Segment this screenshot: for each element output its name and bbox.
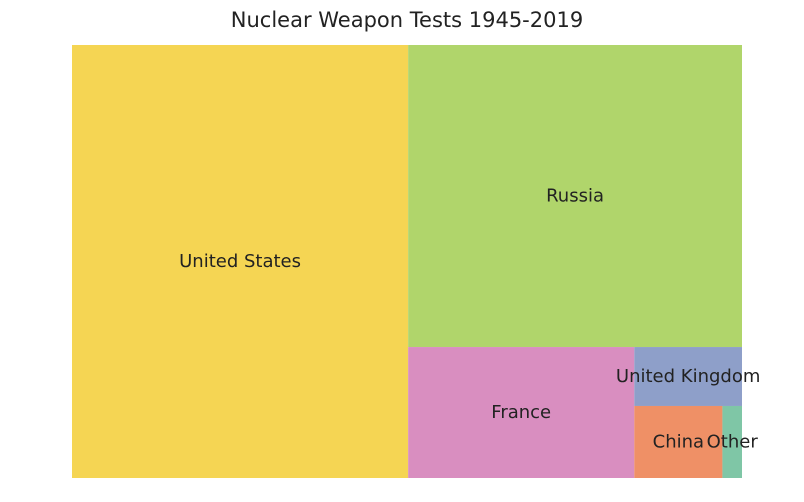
treemap-tile-other <box>722 405 742 478</box>
treemap-tile-france <box>408 347 635 478</box>
treemap-tile-russia <box>408 45 742 348</box>
treemap-label-france: France <box>491 402 551 423</box>
treemap-label-united-kingdom: United Kingdom <box>616 366 760 387</box>
treemap-label-united-states: United States <box>179 251 301 272</box>
treemap-label-other: Other <box>707 431 759 452</box>
treemap-tile-united-states <box>72 45 409 478</box>
treemap-tile-china <box>634 405 723 478</box>
treemap-tile-united-kingdom <box>634 347 742 406</box>
treemap-label-russia: Russia <box>546 186 604 207</box>
treemap-label-china: China <box>653 431 704 452</box>
chart-title: Nuclear Weapon Tests 1945-2019 <box>230 8 584 32</box>
